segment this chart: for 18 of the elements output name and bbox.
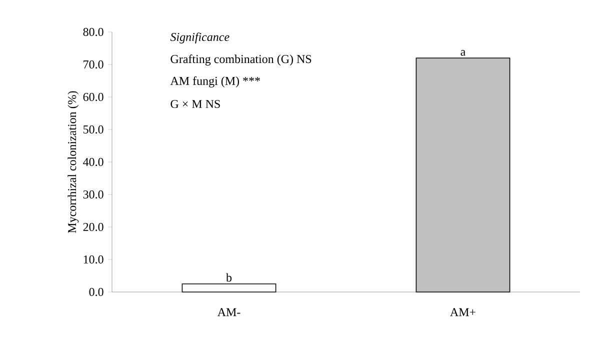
annotation: b xyxy=(226,273,232,282)
y-tick-label: 20.0 xyxy=(83,222,104,232)
y-tick-label: 70.0 xyxy=(84,60,104,69)
y-tick-label: 60.0 xyxy=(83,92,104,102)
y-tick-label: 30.0 xyxy=(83,190,104,199)
annotation: G × M NS xyxy=(170,100,220,108)
y-tick-label: 40.0 xyxy=(83,158,104,166)
annotation: Grafting combination (G) NS xyxy=(170,54,312,66)
y-tick-label: 0.0 xyxy=(89,288,104,296)
x-tick-label: AM- xyxy=(217,308,240,316)
y-tick-label: 10.0 xyxy=(84,255,104,264)
annotation: a xyxy=(460,50,466,56)
annotation: AM fungi (M) *** xyxy=(170,76,260,88)
y-axis-title: Mycorrhizal colonization (%) xyxy=(68,91,79,233)
x-tick-label: AM+ xyxy=(450,308,476,316)
y-tick-label: 80.0 xyxy=(83,28,104,36)
annotation: Significance xyxy=(170,32,230,44)
y-tick-label: 50.0 xyxy=(84,125,104,134)
